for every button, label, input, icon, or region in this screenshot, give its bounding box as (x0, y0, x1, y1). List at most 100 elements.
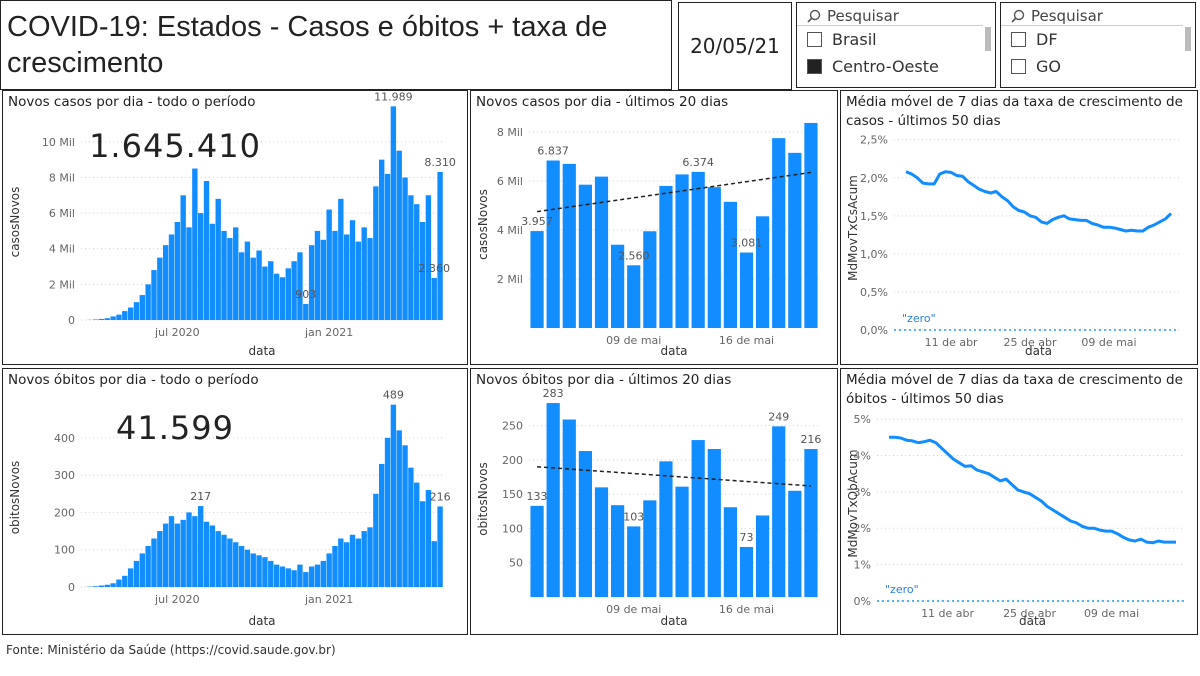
chart-panel: 2 Mil 4 Mil 6 Mil 8 Mil 09 de mai 16 de mai da… (470, 90, 838, 365)
bar (402, 445, 408, 587)
bar (530, 231, 544, 328)
bar (273, 564, 280, 587)
bar (221, 230, 227, 320)
y-tick-label: 3% (854, 486, 871, 499)
page-title: COVID-19: Estados - Casos e óbitos + tax… (7, 11, 608, 79)
slicer-item[interactable]: DF (1001, 26, 1195, 53)
slicer-item[interactable]: GO (1001, 53, 1195, 80)
y-tick-label: 1,5% (860, 210, 888, 223)
bar (530, 505, 544, 597)
date-card: 20/05/21 (678, 2, 792, 90)
bar (98, 585, 105, 587)
checkbox[interactable] (807, 32, 822, 47)
bar (110, 316, 116, 320)
x-axis-label: data (1025, 344, 1052, 358)
bar (244, 549, 251, 587)
bar (174, 222, 181, 320)
data-label: 216 (800, 433, 821, 446)
data-label: 217 (190, 490, 211, 503)
y-axis-label: obitosNovos (476, 462, 490, 536)
bar (180, 519, 186, 587)
slicer[interactable]: Pesquisar DF GO (1000, 2, 1196, 88)
search-box[interactable]: Pesquisar (797, 3, 983, 26)
scrollbar[interactable] (985, 27, 991, 51)
bar (546, 403, 560, 597)
x-tick-label: 16 de mai (719, 334, 774, 347)
bar (437, 506, 443, 587)
bar (303, 303, 309, 320)
bar (215, 198, 221, 320)
data-label: 216 (430, 490, 451, 503)
bar (297, 564, 303, 587)
item-label: Brasil (832, 30, 877, 49)
slicer-item[interactable]: Brasil (797, 26, 995, 53)
y-tick-label: 2 Mil (49, 278, 75, 291)
y-tick-label: 0 (68, 581, 75, 594)
bar (611, 244, 625, 328)
bar (203, 181, 210, 320)
bar (320, 239, 326, 320)
checkbox[interactable] (1011, 32, 1026, 47)
y-tick-label: 200 (502, 454, 523, 467)
bar (198, 506, 204, 587)
reference-label: "zero" (885, 583, 919, 596)
y-tick-label: 400 (54, 432, 75, 445)
bar (209, 525, 216, 587)
bar (367, 238, 373, 320)
bar (691, 171, 705, 328)
y-axis-label: MdMovTxObAcum (846, 449, 860, 557)
y-tick-label: 100 (54, 544, 75, 557)
x-tick-label: 16 de mai (719, 603, 774, 616)
bar (578, 184, 592, 328)
x-tick-label: 11 de abr (921, 607, 974, 620)
bar (221, 534, 227, 587)
bar (739, 546, 754, 597)
y-tick-label: 1% (854, 559, 871, 572)
y-tick-label: 300 (54, 469, 75, 482)
bar (562, 163, 576, 328)
bar (168, 516, 175, 587)
bar (343, 542, 350, 587)
bar (691, 440, 705, 597)
bar (145, 545, 151, 587)
bar (162, 523, 169, 587)
x-axis-label: data (248, 344, 275, 358)
bar (92, 586, 99, 587)
checkbox[interactable] (1011, 59, 1026, 74)
line (889, 435, 1176, 545)
bar (145, 284, 151, 320)
bar (192, 168, 198, 320)
data-label: 73 (740, 531, 754, 544)
bar (116, 314, 122, 320)
bar (338, 198, 344, 320)
x-tick-label: 25 de abr (1003, 607, 1056, 620)
data-label: 283 (543, 387, 564, 400)
bar (414, 204, 420, 320)
bar (373, 186, 379, 320)
search-icon (1011, 9, 1025, 23)
scrollbar[interactable] (1185, 27, 1191, 51)
y-tick-label: 8 Mil (49, 171, 75, 184)
title-box: COVID-19: Estados - Casos e óbitos + tax… (0, 0, 672, 90)
checkbox[interactable] (807, 59, 822, 74)
bar (384, 173, 391, 320)
search-box[interactable]: Pesquisar (1001, 3, 1183, 26)
x-tick-label: jan 2021 (304, 593, 353, 606)
data-label: 11.989 (374, 91, 413, 103)
bar (186, 512, 192, 587)
x-tick-label: 09 de mai (606, 603, 661, 616)
bar (139, 295, 145, 320)
bar (643, 231, 657, 328)
bar (611, 505, 625, 597)
slicer-item[interactable]: Centro-Oeste (797, 53, 995, 80)
y-tick-label: 8 Mil (497, 126, 523, 139)
y-tick-label: 4% (854, 449, 871, 462)
bar (659, 185, 673, 328)
bar (314, 230, 321, 320)
x-axis-label: data (660, 344, 687, 358)
y-axis-label: obitosNovos (8, 461, 22, 535)
bar (297, 252, 303, 320)
trend-line (537, 466, 811, 487)
bar (303, 572, 309, 587)
slicer[interactable]: Pesquisar Brasil Centro-Oeste (796, 2, 996, 88)
